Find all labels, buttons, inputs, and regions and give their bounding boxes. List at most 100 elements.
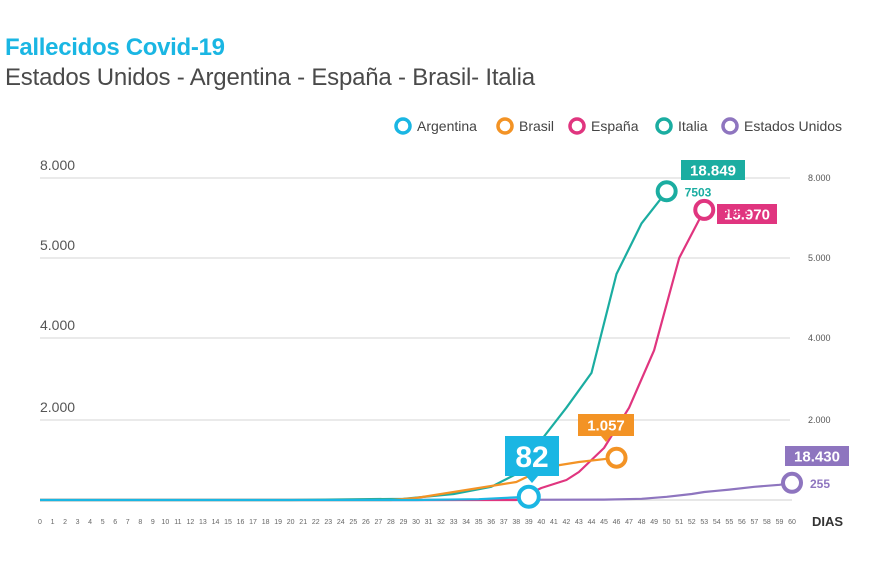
x-tick-label: 60 (788, 519, 796, 526)
x-tick-label: 52 (688, 519, 696, 526)
series-line-estados-unidos (40, 481, 793, 502)
x-tick-label: 40 (537, 519, 545, 526)
x-tick-label: 55 (725, 519, 733, 526)
x-axis-label: DIAS (812, 514, 843, 529)
x-tick-label: 9 (151, 519, 155, 526)
end-label-text: 18.430 (794, 448, 840, 465)
legend-marker-icon (394, 117, 412, 135)
x-tick-label: 56 (738, 519, 746, 526)
legend-label: Argentina (417, 118, 477, 134)
x-tick-label: 38 (512, 519, 520, 526)
end-label-box (785, 446, 849, 466)
x-tick-label: 34 (462, 519, 470, 526)
x-tick-label: 37 (500, 519, 508, 526)
x-tick-label: 33 (450, 519, 458, 526)
y-tick-label-right: 5.000 (808, 253, 831, 263)
end-label-pointer (526, 476, 538, 483)
x-tick-label: 12 (187, 519, 195, 526)
x-tick-label: 16 (237, 519, 245, 526)
x-tick-label: 51 (675, 519, 683, 526)
x-tick-label: 6 (113, 519, 117, 526)
y-tick-label-right: 4.000 (808, 333, 831, 343)
x-tick-label: 3 (76, 519, 80, 526)
y-tick-label-right: 8.000 (808, 173, 831, 183)
x-tick-label: 26 (362, 519, 370, 526)
x-tick-label: 35 (475, 519, 483, 526)
y-tick-label-left: 4.000 (40, 317, 75, 333)
x-tick-label: 20 (287, 519, 295, 526)
legend-marker-icon (655, 117, 673, 135)
legend-label: Brasil (519, 118, 554, 134)
y-tick-label-left: 2.000 (40, 399, 75, 415)
x-tick-label: 41 (550, 519, 558, 526)
x-tick-label: 30 (412, 519, 420, 526)
x-tick-label: 36 (487, 519, 495, 526)
chart-title: Fallecidos Covid-19 (5, 34, 225, 61)
x-tick-label: 22 (312, 519, 320, 526)
x-tick-label: 43 (575, 519, 583, 526)
end-label-text: 82 (515, 441, 548, 474)
x-tick-label: 18 (262, 519, 270, 526)
x-tick-label: 48 (638, 519, 646, 526)
end-label-box (578, 414, 634, 436)
x-tick-label: 54 (713, 519, 721, 526)
x-tick-label: 1 (51, 519, 55, 526)
x-tick-label: 39 (525, 519, 533, 526)
x-tick-label: 28 (387, 519, 395, 526)
x-tick-label: 8 (138, 519, 142, 526)
x-tick-label: 57 (751, 519, 759, 526)
end-label-box (505, 436, 559, 476)
end-value-label: 255 (810, 477, 830, 491)
x-tick-label: 13 (199, 519, 207, 526)
end-marker-icon (605, 446, 628, 469)
x-tick-label: 0 (38, 519, 42, 526)
end-label-text: 15.970 (724, 206, 770, 223)
series-line-argentina (40, 495, 529, 502)
legend-label: Estados Unidos (744, 118, 842, 134)
end-value-label: 7503 (685, 185, 712, 199)
x-tick-label: 27 (375, 519, 383, 526)
y-tick-label-right: 2.000 (808, 415, 831, 425)
end-label-box (717, 204, 777, 224)
x-tick-label: 10 (161, 519, 169, 526)
legend-marker-icon (496, 117, 514, 135)
x-tick-label: 49 (650, 519, 658, 526)
x-tick-label: 7 (126, 519, 130, 526)
x-tick-label: 17 (249, 519, 257, 526)
legend-label: Italia (678, 118, 708, 134)
end-label-pointer (601, 436, 611, 442)
end-label-text: 1.057 (587, 417, 625, 434)
x-tick-label: 25 (349, 519, 357, 526)
x-tick-label: 53 (700, 519, 708, 526)
x-tick-label: 42 (563, 519, 571, 526)
x-tick-label: 58 (763, 519, 771, 526)
x-tick-label: 5 (101, 519, 105, 526)
end-marker-icon (516, 484, 541, 509)
series-line-españa (40, 209, 706, 502)
end-marker-icon (693, 198, 716, 221)
x-tick-label: 2 (63, 519, 67, 526)
x-tick-label: 23 (324, 519, 332, 526)
x-tick-label: 44 (588, 519, 596, 526)
x-tick-label: 59 (776, 519, 784, 526)
x-tick-label: 31 (425, 519, 433, 526)
legend-marker-icon (568, 117, 586, 135)
x-tick-label: 32 (437, 519, 445, 526)
end-value-label: 6803 (722, 204, 749, 218)
x-tick-label: 11 (174, 519, 181, 526)
end-label-box (681, 160, 745, 180)
x-tick-label: 47 (625, 519, 633, 526)
x-tick-label: 19 (274, 519, 282, 526)
x-tick-label: 21 (299, 519, 307, 526)
x-tick-label: 15 (224, 519, 232, 526)
x-tick-label: 50 (663, 519, 671, 526)
y-tick-label-left: 8.000 (40, 157, 75, 173)
end-marker-icon (781, 471, 803, 494)
legend-label: España (591, 118, 639, 134)
x-tick-label: 14 (212, 519, 220, 526)
end-marker-icon (655, 180, 678, 203)
x-tick-label: 29 (400, 519, 408, 526)
x-tick-label: 45 (600, 519, 608, 526)
series-line-italia (40, 190, 668, 502)
end-label-text: 18.849 (690, 162, 736, 179)
